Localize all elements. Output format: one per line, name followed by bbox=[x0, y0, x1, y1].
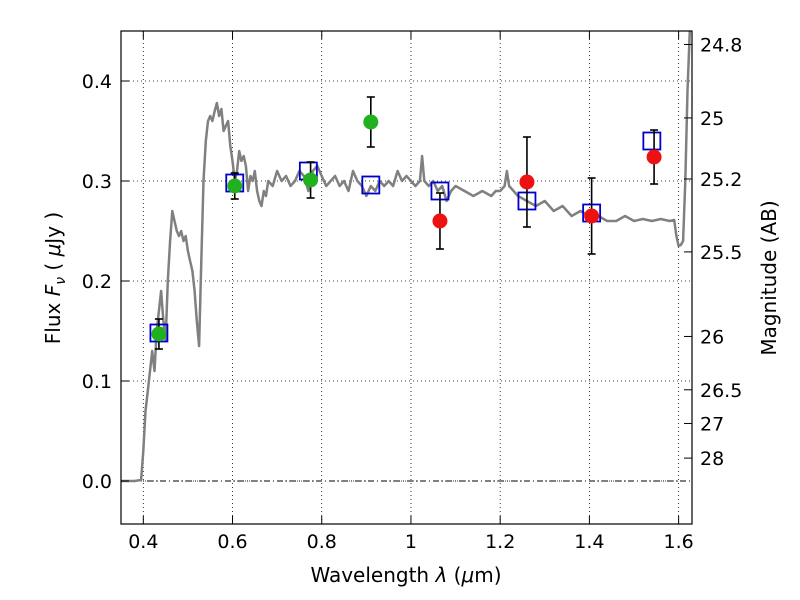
nir-photometry-point bbox=[519, 174, 535, 190]
magnitude-tick-label: 27 bbox=[700, 413, 724, 435]
y-tick-label: 0.2 bbox=[82, 271, 112, 293]
magnitude-tick-label: 24.8 bbox=[700, 34, 742, 56]
axes-frame bbox=[120, 30, 693, 525]
x-tick-label: 0.6 bbox=[217, 531, 247, 553]
optical-photometry-point bbox=[363, 114, 379, 130]
x-tick-label: 1.2 bbox=[485, 531, 515, 553]
x-tick-label: 1.6 bbox=[664, 531, 694, 553]
x-tick-label: 0.8 bbox=[307, 531, 337, 553]
x-tick-label: 1.4 bbox=[574, 531, 604, 553]
model-photometry-square bbox=[642, 131, 662, 151]
magnitude-tick-label: 28 bbox=[700, 448, 724, 470]
x-tick-label: 1 bbox=[405, 531, 417, 553]
y-axis-label: Flux Fν ( μJy ) bbox=[41, 212, 69, 344]
magnitude-tick-label: 25 bbox=[700, 108, 724, 130]
optical-photometry-point bbox=[151, 326, 167, 342]
y-tick-label: 0.4 bbox=[82, 71, 112, 93]
magnitude-tick-label: 26 bbox=[700, 326, 724, 348]
nir-photometry-point bbox=[584, 208, 600, 224]
x-axis-label: Wavelength λ (μm) bbox=[310, 563, 501, 587]
plot-area bbox=[121, 30, 692, 483]
y-tick-label: 0.0 bbox=[82, 471, 112, 493]
magnitude-axis-label: Magnitude (AB) bbox=[757, 200, 781, 355]
y-tick-label: 0.1 bbox=[82, 371, 112, 393]
optical-photometry-point bbox=[227, 178, 243, 194]
x-tick-label: 0.4 bbox=[128, 531, 158, 553]
y-tick-label: 0.3 bbox=[82, 171, 112, 193]
magnitude-tick-label: 25.5 bbox=[700, 242, 742, 264]
magnitude-tick-label: 26.5 bbox=[700, 380, 742, 402]
optical-photometry-point bbox=[303, 172, 319, 188]
magnitude-tick-label: 25.2 bbox=[700, 169, 742, 191]
axis-ticks: 0.4 0.6 0.8 1 1.2 1.4 1.6 0.0 0.1 0.2 0.3 0.4 24.8 25… bbox=[82, 31, 742, 553]
nir-photometry-point bbox=[646, 149, 662, 165]
nir-photometry-point bbox=[432, 213, 448, 229]
model-photometry-square bbox=[361, 175, 381, 195]
